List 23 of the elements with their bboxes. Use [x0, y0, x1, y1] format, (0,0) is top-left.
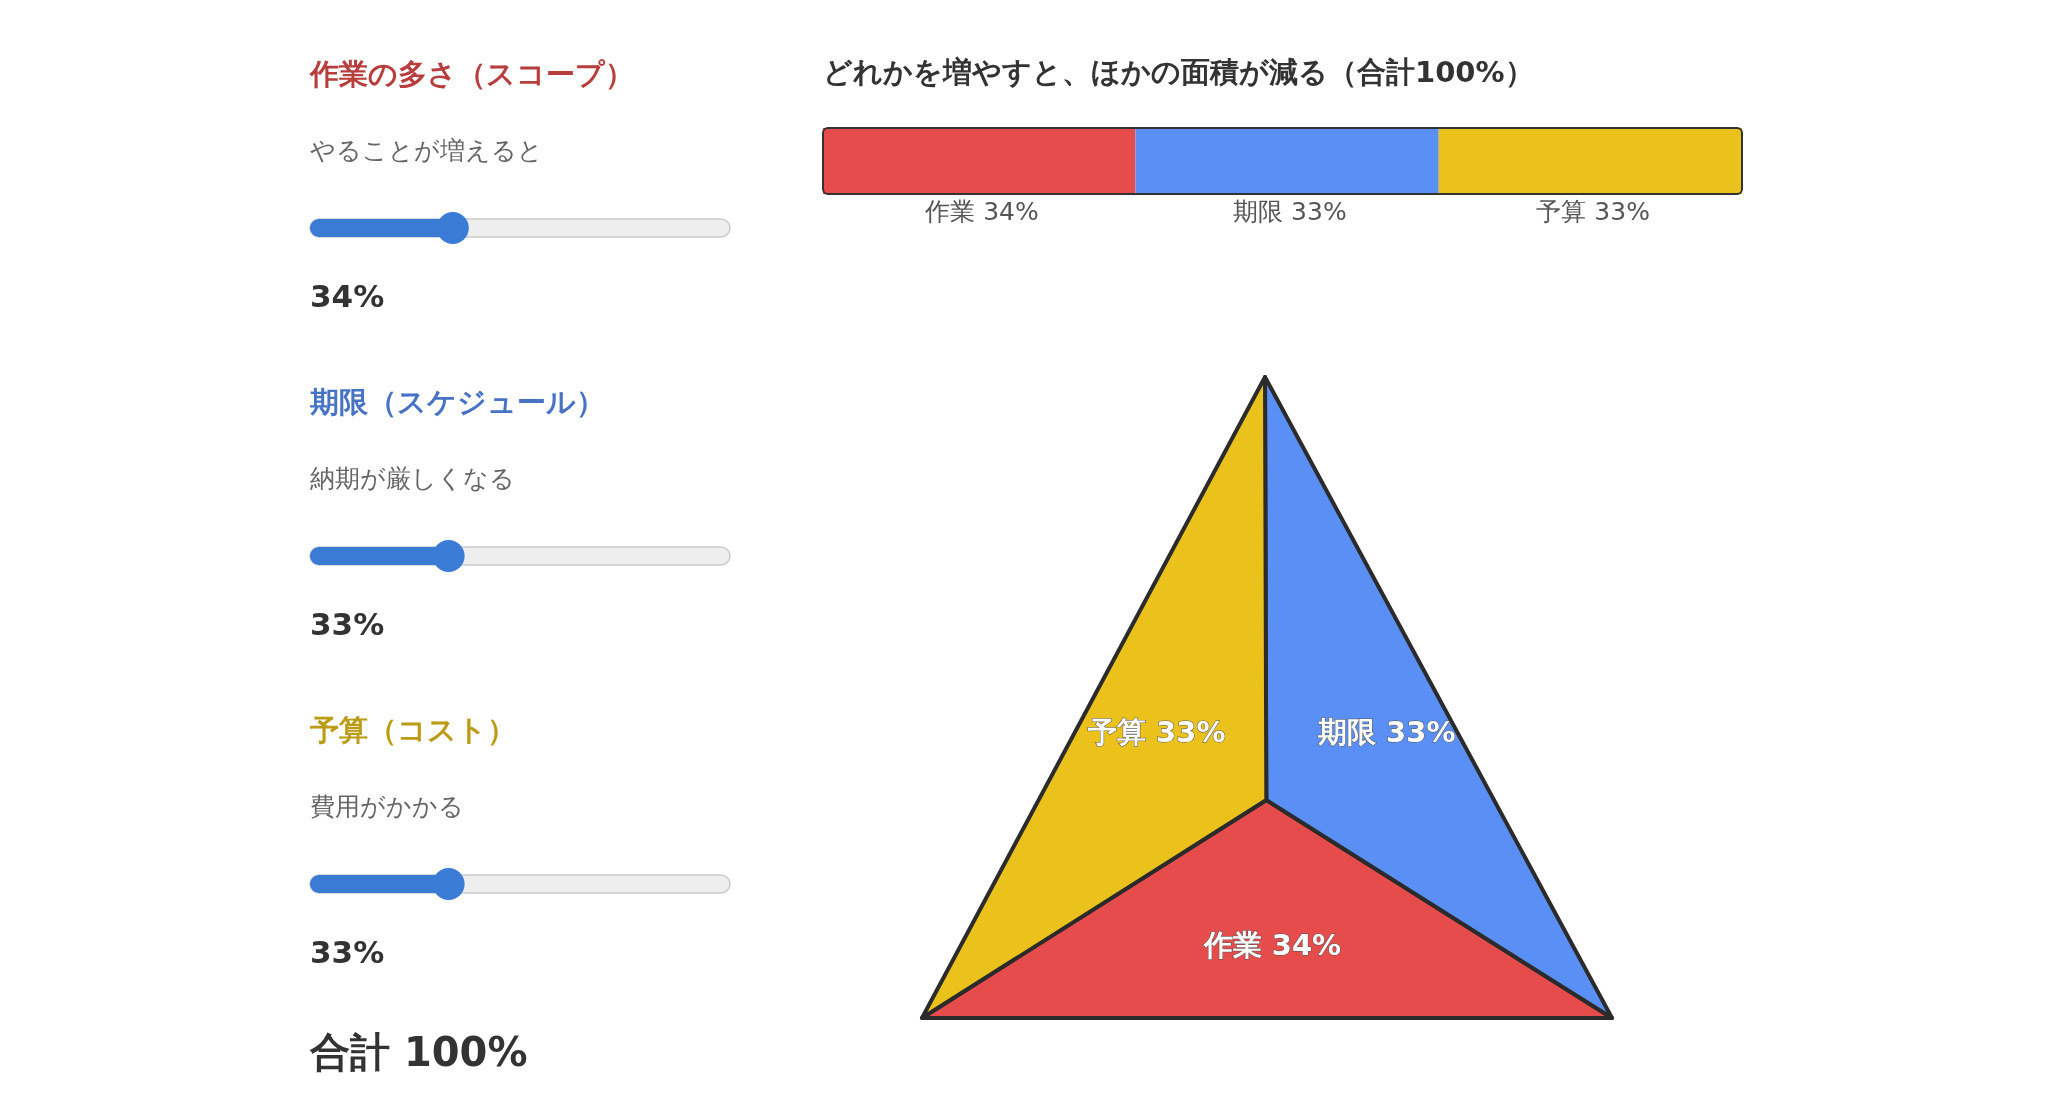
series-label: 作業 [924, 197, 976, 226]
data-label: 34% [983, 197, 1039, 226]
data-label: 33% [1386, 714, 1456, 749]
data-label: 33% [310, 606, 385, 642]
data-label: 34% [1271, 928, 1342, 963]
chart-title: どれかを増やすと、ほかの面積が減る（合計100%） [823, 55, 1534, 89]
data-label: 33% [1291, 197, 1347, 226]
category-label: 期限 [1317, 714, 1378, 749]
text: 予算（コスト） [309, 713, 516, 747]
text: 期限（スケジュール） [309, 385, 605, 419]
series-label: 予算 [1536, 197, 1587, 226]
series-label: 期限 [1233, 197, 1284, 226]
text: 合計 100% [309, 1029, 528, 1075]
text: やることが増えると [310, 136, 543, 165]
text: 納期が厳しくなる [310, 464, 515, 493]
category-label: 予算 [1087, 714, 1147, 749]
data-label: 33% [310, 934, 385, 970]
text: 作業の多さ（スコープ） [309, 57, 634, 91]
data-label: 34% [310, 278, 385, 314]
data-label: 33% [1156, 714, 1226, 749]
category-label: 作業 [1202, 928, 1262, 963]
text: 費用がかかる [310, 792, 464, 821]
data-label: 33% [1594, 197, 1650, 226]
